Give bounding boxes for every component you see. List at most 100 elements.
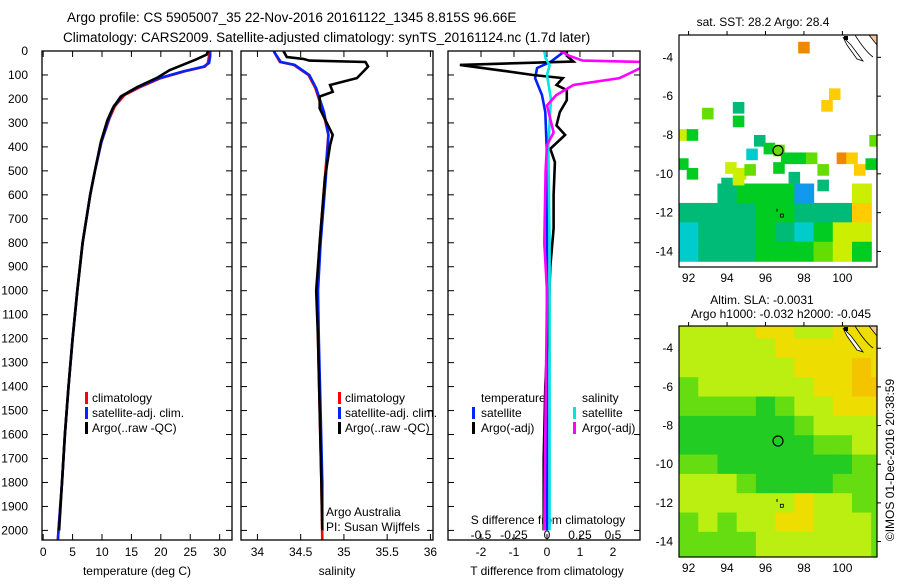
map-lat-label: -14 (656, 244, 674, 258)
map-cell (679, 129, 689, 141)
map-lat-label: -12 (656, 496, 674, 510)
series-line-climatology (56, 51, 211, 540)
map-cell (717, 357, 738, 378)
series-line-argo-raw-qc- (57, 51, 210, 531)
map-lat-label: -4 (662, 341, 673, 355)
map-cell (755, 396, 776, 417)
legend-satellite-adj: satellite-adj. clim. (92, 406, 184, 420)
map-cell (775, 396, 795, 417)
map-cell (813, 377, 834, 398)
map-cell (679, 326, 699, 340)
map-cell (717, 531, 738, 552)
series-line-s-argo-adj- (542, 51, 640, 531)
map-cell (679, 222, 699, 243)
s-tick-label: 0.25 (568, 528, 592, 542)
depth-tick-label: 1900 (1, 499, 28, 513)
chart-marks: 0100200300400500600700800900100011001200… (1, 31, 881, 575)
map-lat-label: -6 (662, 380, 673, 394)
map-cell (871, 551, 877, 557)
sst-map-cells (679, 35, 877, 267)
map-cell (698, 338, 719, 359)
map-cell (836, 152, 849, 165)
map-cell (736, 435, 757, 456)
map-cell (717, 338, 738, 359)
depth-tick-label: 1200 (1, 332, 28, 346)
map-cell (717, 454, 738, 475)
map-cell (736, 512, 757, 533)
map-cell (686, 129, 699, 141)
map-cell (832, 202, 853, 223)
map-cell (775, 435, 795, 456)
map-cell (871, 357, 877, 378)
series-line-s-satellite (543, 51, 553, 531)
map-cell (736, 454, 757, 475)
map-cell (755, 357, 776, 378)
x-tick-label: 25 (184, 545, 198, 559)
panel-frame (41, 50, 233, 541)
map-cell (832, 531, 853, 552)
map-cell (805, 152, 818, 165)
map-cell (775, 531, 795, 552)
map-cell (736, 222, 757, 243)
map-cell (755, 241, 776, 262)
map-cell (852, 531, 872, 552)
map-cell (852, 222, 872, 243)
map-cell (717, 222, 738, 243)
map-lon-label: 100 (832, 271, 852, 285)
depth-tick-label: 300 (8, 116, 28, 130)
map-cell (817, 164, 829, 176)
map-lat-label: -12 (656, 206, 674, 220)
sla-map-title: Altim. SLA: -0.0031 (710, 293, 814, 307)
map-cell (788, 171, 801, 184)
map-cell (736, 183, 757, 204)
map-cell (832, 377, 853, 398)
map-cell (698, 551, 719, 557)
map-cell (736, 415, 757, 436)
map-cell (717, 473, 738, 494)
map-cell (698, 241, 719, 262)
series-line-argo-raw-qc- (282, 51, 370, 531)
map-cell (832, 338, 853, 359)
map-cell (871, 512, 877, 533)
map-lon-label: 100 (832, 561, 852, 575)
map-cell (852, 435, 872, 456)
map-cell (755, 531, 776, 552)
map-cell (794, 435, 815, 456)
legend-s-argo: Argo(-adj) (582, 421, 635, 435)
depth-tick-label: 1600 (1, 428, 28, 442)
map-cell (852, 241, 872, 262)
x-tick-label: 36 (424, 545, 438, 559)
map-cell (717, 202, 738, 223)
map-cell (755, 183, 776, 204)
map-cell (852, 357, 872, 378)
x-tick-label: 34 (251, 545, 265, 559)
map-cell (813, 493, 834, 514)
x-tick-label: 35.5 (375, 545, 399, 559)
map-cell (679, 338, 699, 359)
depth-tick-label: 100 (8, 68, 28, 82)
map-cell (813, 531, 834, 552)
map-cell (832, 357, 853, 378)
map-cell (794, 222, 815, 243)
legend-swatch (85, 392, 88, 404)
map-cell (852, 454, 872, 475)
map-cell (679, 158, 689, 170)
copyright-timestamp: ©IMOS 01-Dec-2016 20:38:59 (883, 379, 897, 542)
salinity-xlabel: salinity (319, 564, 356, 578)
series-line-t-satellite (533, 51, 564, 531)
island-dot (844, 327, 848, 331)
map-cell (736, 202, 757, 223)
map-cell (813, 338, 834, 359)
map-lat-label: -8 (662, 128, 673, 142)
s-tick-label: 0.5 (605, 528, 622, 542)
map-cell (679, 241, 699, 262)
x-tick-label: 15 (125, 545, 139, 559)
map-cell (775, 338, 795, 359)
map-cell (734, 167, 747, 180)
map-cell (775, 202, 795, 223)
difference-series-group (459, 51, 640, 531)
map-cell (736, 326, 757, 340)
map-cell (813, 473, 834, 494)
legend-swatch (472, 422, 475, 434)
coastline (854, 326, 874, 349)
